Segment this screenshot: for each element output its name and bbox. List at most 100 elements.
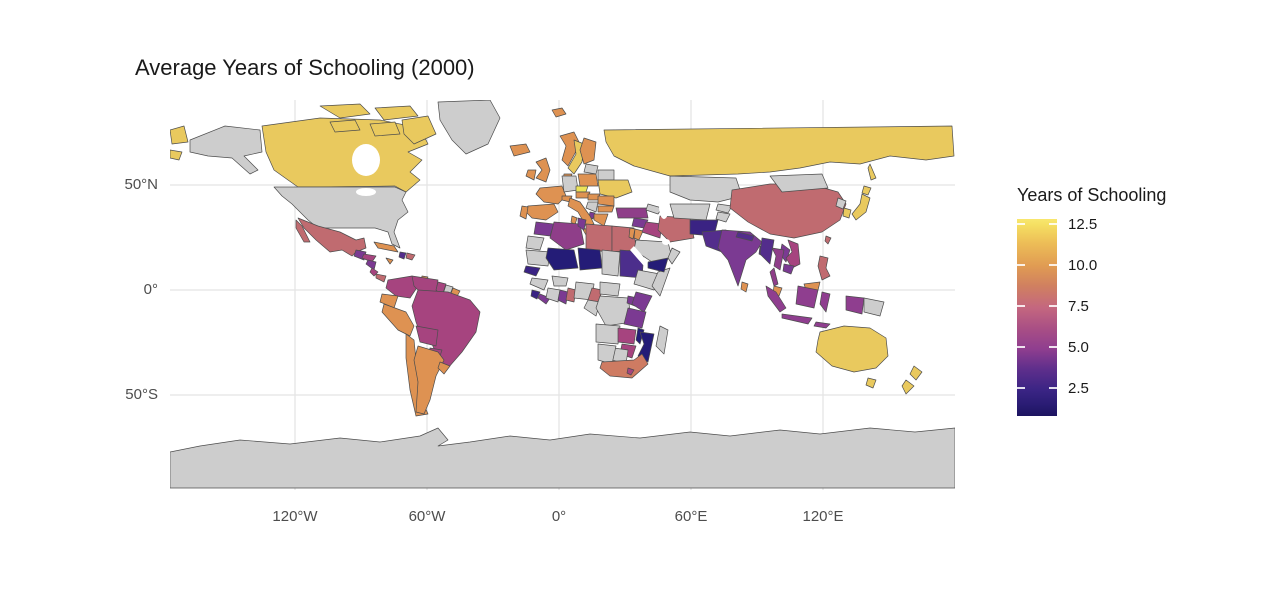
country-chad	[601, 249, 621, 277]
sea-red-sea	[630, 246, 648, 266]
country-panama	[375, 273, 387, 283]
country-australia	[815, 325, 889, 373]
country-niger	[577, 247, 603, 271]
country-zambia	[617, 327, 637, 345]
country-central-african-republic	[599, 281, 621, 297]
country-south-africa	[599, 353, 649, 379]
legend-tick-10.0: 10.0	[1068, 257, 1098, 274]
y-tick-50s: 50°S	[125, 386, 158, 403]
country-canada-arctic	[374, 105, 419, 121]
countries	[169, 99, 956, 489]
country-indonesia-papua	[845, 295, 865, 315]
country-western-sahara	[525, 235, 545, 251]
sea-great-lakes	[356, 188, 376, 196]
country-japan	[851, 193, 871, 221]
country-canada-arctic	[369, 121, 401, 137]
country-canada-arctic	[329, 119, 361, 133]
country-uruguay	[437, 361, 451, 375]
x-tick-60w: 60°W	[408, 508, 446, 525]
country-japan-hokkaido	[861, 185, 872, 196]
map-panel	[169, 99, 956, 490]
country-iran	[657, 215, 695, 243]
country-sri-lanka	[740, 281, 749, 293]
legend-tick-5.0: 5.0	[1068, 339, 1089, 356]
country-guinea	[529, 277, 549, 291]
country-tunisia	[577, 217, 587, 231]
country-papua-new-guinea	[863, 297, 885, 317]
legend-tick-mark	[1049, 346, 1057, 348]
country-russia-sakhalin	[867, 163, 877, 181]
country-ukraine	[597, 179, 633, 199]
country-thailand-peninsula	[769, 267, 779, 287]
country-iceland	[509, 143, 531, 157]
country-morocco	[533, 221, 555, 237]
country-indonesia-borneo	[795, 285, 819, 309]
country-indonesia-java	[781, 313, 813, 325]
legend-tick-mark	[1017, 346, 1025, 348]
country-new-zealand-north	[909, 365, 923, 381]
country-greece	[593, 213, 609, 227]
country-congo	[583, 299, 601, 317]
country-russia-fragment	[169, 149, 183, 161]
country-cambodia	[782, 263, 795, 275]
country-czech	[575, 185, 589, 193]
country-mongolia	[769, 173, 829, 193]
country-china	[729, 183, 847, 239]
legend-colorbar	[1017, 219, 1057, 416]
country-cuba	[373, 241, 399, 253]
country-nicaragua	[365, 259, 377, 271]
country-greenland	[437, 99, 501, 155]
country-yemen	[647, 257, 669, 273]
x-tick-0: 0°	[551, 508, 567, 525]
country-thailand	[771, 247, 785, 271]
country-romania	[597, 195, 615, 207]
country-algeria	[549, 221, 585, 251]
x-tick-120w: 120°W	[272, 508, 318, 525]
x-tick-120e: 120°E	[802, 508, 844, 525]
legend-title: Years of Schooling	[1017, 185, 1167, 205]
country-ireland	[525, 169, 537, 181]
country-ivory-coast	[545, 287, 561, 303]
country-bulgaria	[597, 205, 615, 213]
country-sierra-leone	[530, 289, 541, 300]
country-kazakhstan	[669, 175, 743, 203]
country-canada-arctic	[319, 103, 371, 119]
country-indonesia-lesser-sundas	[813, 321, 831, 329]
country-portugal	[519, 205, 529, 220]
country-alaska	[189, 125, 263, 175]
country-kyrgyzstan	[715, 203, 733, 214]
country-bolivia	[415, 325, 439, 347]
country-belarus	[597, 169, 615, 181]
country-iraq	[641, 221, 663, 239]
country-norway-svalbard	[551, 107, 567, 118]
legend-tick-12.5: 12.5	[1068, 216, 1098, 233]
country-poland	[577, 173, 599, 187]
legend-tick-mark	[1017, 305, 1025, 307]
country-germany	[561, 175, 579, 193]
country-angola	[595, 323, 621, 345]
country-usa	[273, 186, 409, 249]
country-indonesia-sumatra	[765, 285, 787, 313]
legend-tick-mark	[1049, 223, 1057, 225]
page-title: Average Years of Schooling (2000)	[135, 55, 475, 80]
country-haiti	[398, 251, 407, 260]
country-south-korea	[842, 207, 852, 219]
country-russia	[603, 125, 955, 177]
legend-tick-mark	[1017, 223, 1025, 225]
world-map-svg	[169, 99, 956, 490]
country-libya	[585, 223, 613, 253]
country-oman	[667, 247, 681, 265]
legend-tick-mark	[1049, 305, 1057, 307]
legend-tick-mark	[1049, 387, 1057, 389]
legend-tick-mark	[1017, 387, 1025, 389]
country-france	[535, 185, 567, 205]
country-serbia	[585, 201, 599, 213]
country-spain	[523, 203, 559, 221]
country-mali	[545, 247, 579, 271]
country-turkey	[615, 207, 649, 219]
country-tanzania	[623, 307, 647, 329]
sea-black-sea	[620, 197, 644, 207]
country-dr-congo	[595, 295, 633, 327]
country-argentina	[413, 345, 445, 415]
